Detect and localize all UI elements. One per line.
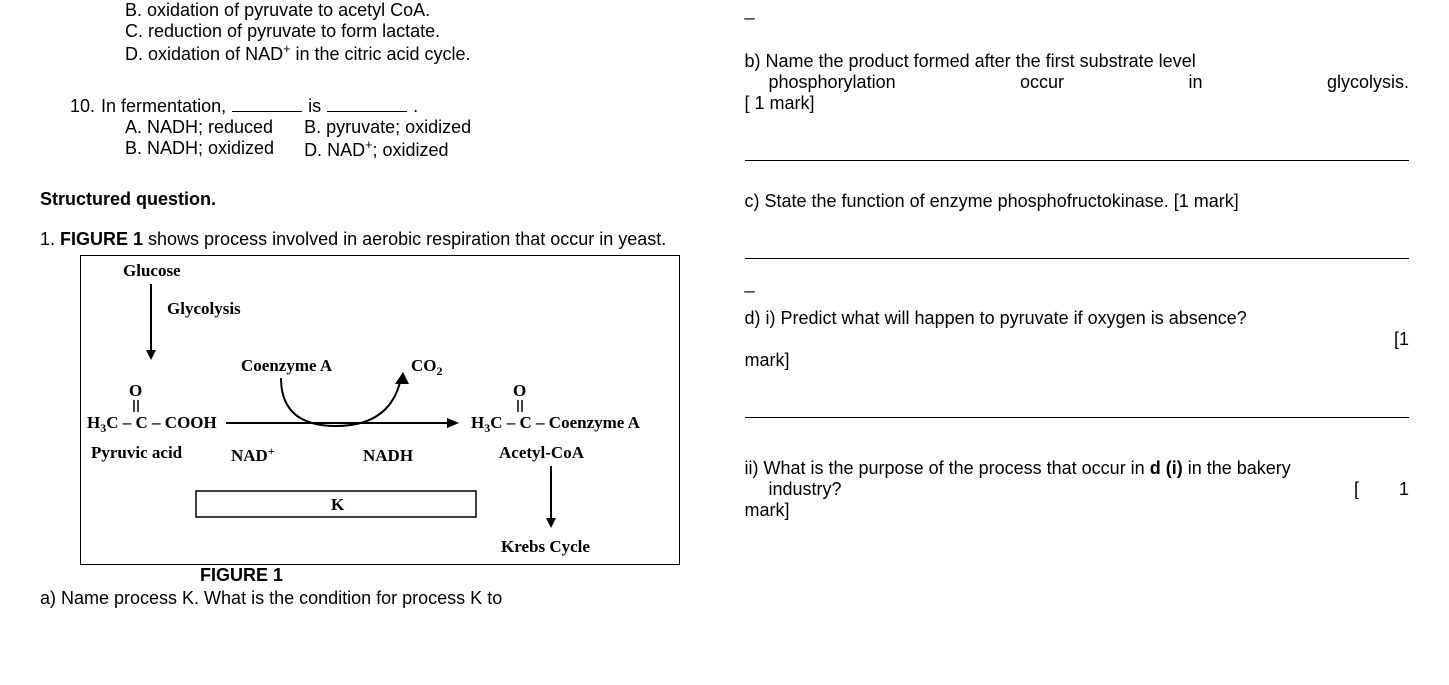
qdii-l2-a: industry? [769,479,842,500]
qb-line2: phosphorylation occur in glycolysis. [745,72,1410,93]
figure-1-caption: FIGURE 1 [200,565,705,586]
fig-acetyl-label: Acetyl-CoA [499,443,585,462]
fig-nad-plus: NAD+ [231,444,275,465]
q10-blank-1 [232,93,302,112]
fig-co2: CO2 [411,356,443,378]
struct-intro-b: shows process involved in aerobic respir… [143,229,666,249]
fig-pyruvic-o: O [129,381,142,400]
q10-opt-b-left: B. NADH; oxidized [125,138,274,159]
fig-k-label: K [331,495,345,514]
q10-opt-b-right: B. pyruvate; oxidized [304,117,471,138]
q10-blank-2 [327,93,407,112]
mcq-d-pre: D. oxidation of NAD [125,44,283,64]
question-10: 10. In fermentation, is . A. NADH; reduc… [40,93,705,161]
left-column: B. oxidation of pyruvate to acetyl CoA. … [0,0,725,685]
qdii-l2-b: [ [1354,479,1359,500]
figure-1-box: Glucose Glycolysis Coenzyme A CO2 O H3C … [80,255,680,565]
worksheet-page: B. oxidation of pyruvate to acetyl CoA. … [0,0,1449,685]
fig-acetyl-formula: H3C – C – Coenzyme A [471,413,641,435]
qdi-marks-b: mark] [745,350,1410,371]
mcq-option-b: B. oxidation of pyruvate to acetyl CoA. [125,0,705,21]
q10-opt-d: D. NAD+; oxidized [304,138,471,161]
fig-glycolysis: Glycolysis [167,299,241,318]
q10-stem: 10. In fermentation, is . [70,93,705,117]
q10-d-post: ; oxidized [372,140,448,160]
qb-l2-a: phosphorylation [769,72,896,93]
qb-answer-line [745,140,1410,161]
qdi-text: d) i) Predict what will happen to pyruva… [745,308,1410,329]
qdii-l2-c: 1 [1399,479,1409,500]
qdi-marks-a: [1 [745,329,1410,350]
mcq-options-continued: B. oxidation of pyruvate to acetyl CoA. … [125,0,705,65]
fig-pyruvic-formula: H3C – C – COOH [87,413,217,435]
mcq-option-c: C. reduction of pyruvate to form lactate… [125,21,705,42]
qdii-line2: industry? [ 1 [745,479,1410,500]
struct-intro-fig: FIGURE 1 [60,229,143,249]
fig-krebs: Krebs Cycle [501,537,590,556]
fig-nadh: NADH [363,446,413,465]
qdii-line3: mark] [745,500,1410,521]
q10-opt-a: A. NADH; reduced [125,117,274,138]
question-b: b) Name the product formed after the fir… [745,51,1410,161]
q10-stem-c: . [413,96,418,117]
question-a-partial: a) Name process K. What is the condition… [40,588,705,609]
qdii-l1-bold: d (i) [1150,458,1183,478]
qdi-answer-line [745,397,1410,418]
q10-stem-a: In fermentation, [101,96,226,117]
fig-pyruvic-label: Pyruvic acid [91,443,183,462]
qb-l2-b: occur [1020,72,1064,93]
continuation-dash-1: _ [745,0,1410,21]
structured-q1: 1. FIGURE 1 shows process involved in ae… [40,228,705,586]
fig-coenzyme-a: Coenzyme A [241,356,333,375]
fig-acetyl-o: O [513,381,526,400]
qc-answer-line [745,238,1410,259]
struct-q1-intro: 1. FIGURE 1 shows process involved in ae… [40,228,705,251]
qc-text: c) State the function of enzyme phosphof… [745,191,1410,212]
struct-intro-a: 1. [40,229,60,249]
q10-options-col1: A. NADH; reduced B. NADH; oxidized [125,117,274,161]
right-column: _ b) Name the product formed after the f… [725,0,1449,685]
q10-options-col2: B. pyruvate; oxidized D. NAD+; oxidized [304,117,471,161]
structured-heading: Structured question. [40,189,705,210]
qdii-l1-a: ii) What is the purpose of the process t… [745,458,1150,478]
fig-glucose: Glucose [123,261,181,280]
mcq-d-post: in the citric acid cycle. [290,44,470,64]
structured-heading-label: Structured question. [40,189,216,209]
qb-line1: b) Name the product formed after the fir… [745,51,1410,72]
qdii-l1-b: in the bakery [1183,458,1291,478]
q10-number: 10. [70,96,95,117]
mcq-option-d: D. oxidation of NAD+ in the citric acid … [125,42,705,65]
continuation-dash-2: _ [745,273,1410,294]
q10-stem-b: is [308,96,321,117]
qb-l2-d: glycolysis. [1327,72,1409,93]
question-d-i: d) i) Predict what will happen to pyruva… [745,308,1410,418]
question-d-ii: ii) What is the purpose of the process t… [745,458,1410,521]
q10-options: A. NADH; reduced B. NADH; oxidized B. py… [125,117,705,161]
qb-l2-c: in [1188,72,1202,93]
q10-d-pre: D. NAD [304,140,365,160]
question-c: c) State the function of enzyme phosphof… [745,191,1410,259]
figure-1-svg: Glucose Glycolysis Coenzyme A CO2 O H3C … [81,256,679,564]
qb-marks: [ 1 mark] [745,93,1410,114]
qdii-line1: ii) What is the purpose of the process t… [745,458,1410,479]
